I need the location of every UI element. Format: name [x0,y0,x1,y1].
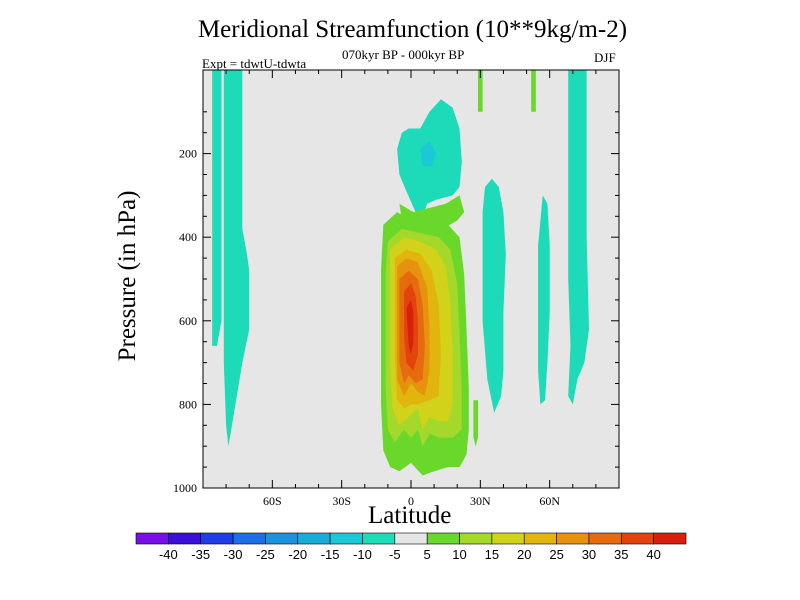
x-tick-label: 0 [408,494,414,508]
colorbar-swatch [491,532,525,545]
colorbar-label: -25 [256,547,275,562]
colorbar-label: -30 [224,547,243,562]
colorbar-swatch [297,532,331,545]
colorbar-label: -20 [288,547,307,562]
colorbar-swatch [556,532,590,545]
x-axis-label: Latitude [368,502,452,529]
colorbar-swatch [620,532,654,545]
colorbar-label: 30 [582,547,596,562]
colorbar-label: 35 [614,547,628,562]
colorbar-swatch [135,532,169,545]
contour-neg-north-band-c [568,70,589,405]
contour-pos-tail [473,400,478,447]
y-tick-label: 800 [179,397,197,411]
contour-neg-south-band-b [223,70,250,447]
contour-pos-polar-sliver-a [478,70,483,112]
contour-regions [212,70,589,476]
colorbar-swatch [232,532,266,545]
contour-neg-north-band-b [538,195,550,405]
colorbar-swatch [200,532,234,545]
y-tick-label: 400 [179,230,197,244]
colorbar-label: -40 [159,547,178,562]
x-tick-label: 60S [263,494,282,508]
experiment-label: Expt = tdwtU-tdwta [202,56,307,71]
colorbar-swatch [653,532,687,545]
axis-ticks: 60S 30S 0 30N 60N 200 400 600 800 1000 [173,70,619,508]
colorbar-label: 5 [424,547,431,562]
colorbar-label: -5 [389,547,401,562]
contour-neg-upper-core [420,141,437,167]
colorbar-swatch [426,532,460,545]
colorbar-swatch [329,532,363,545]
colorbar-label: 15 [485,547,499,562]
contour-neg-south-band-a [212,70,222,346]
chart-title: Meridional Streamfunction (10**9kg/m-2) [197,16,628,43]
contour-neg-north-band-a [482,178,506,413]
colorbar-swatch [394,532,428,545]
colorbar-swatch [265,532,299,545]
colorbar-label: 10 [452,547,466,562]
colorbar-swatch [168,532,202,545]
y-tick-label: 200 [179,147,197,161]
contour-pos-cell-40 [406,299,414,355]
colorbar-swatch [523,532,557,545]
contour-pos-polar-sliver-b [531,70,536,112]
y-axis-label: Pressure (in hPa) [114,190,141,362]
colorbar-swatch [459,532,493,545]
colorbar-swatch [588,532,622,545]
y-tick-label: 1000 [173,481,197,495]
x-tick-label: 60N [539,494,560,508]
chart-subtitle: 070kyr BP - 000kyr BP [342,47,465,62]
colorbar-label: -35 [191,547,210,562]
colorbar-label: 40 [646,547,660,562]
y-tick-label: 600 [179,314,197,328]
colorbar-swatch [362,532,396,545]
season-label: DJF [594,50,616,65]
colorbar-label: 20 [517,547,531,562]
colorbar-label: -15 [321,547,340,562]
colorbar-label: 25 [549,547,563,562]
colorbar: -40 -35 -30 -25 -20 -15 -10 -5 5 10 15 20 25 30 35 40 [135,532,687,562]
x-tick-label: 30S [332,494,351,508]
colorbar-label: -10 [353,547,372,562]
x-tick-label: 30N [470,494,491,508]
